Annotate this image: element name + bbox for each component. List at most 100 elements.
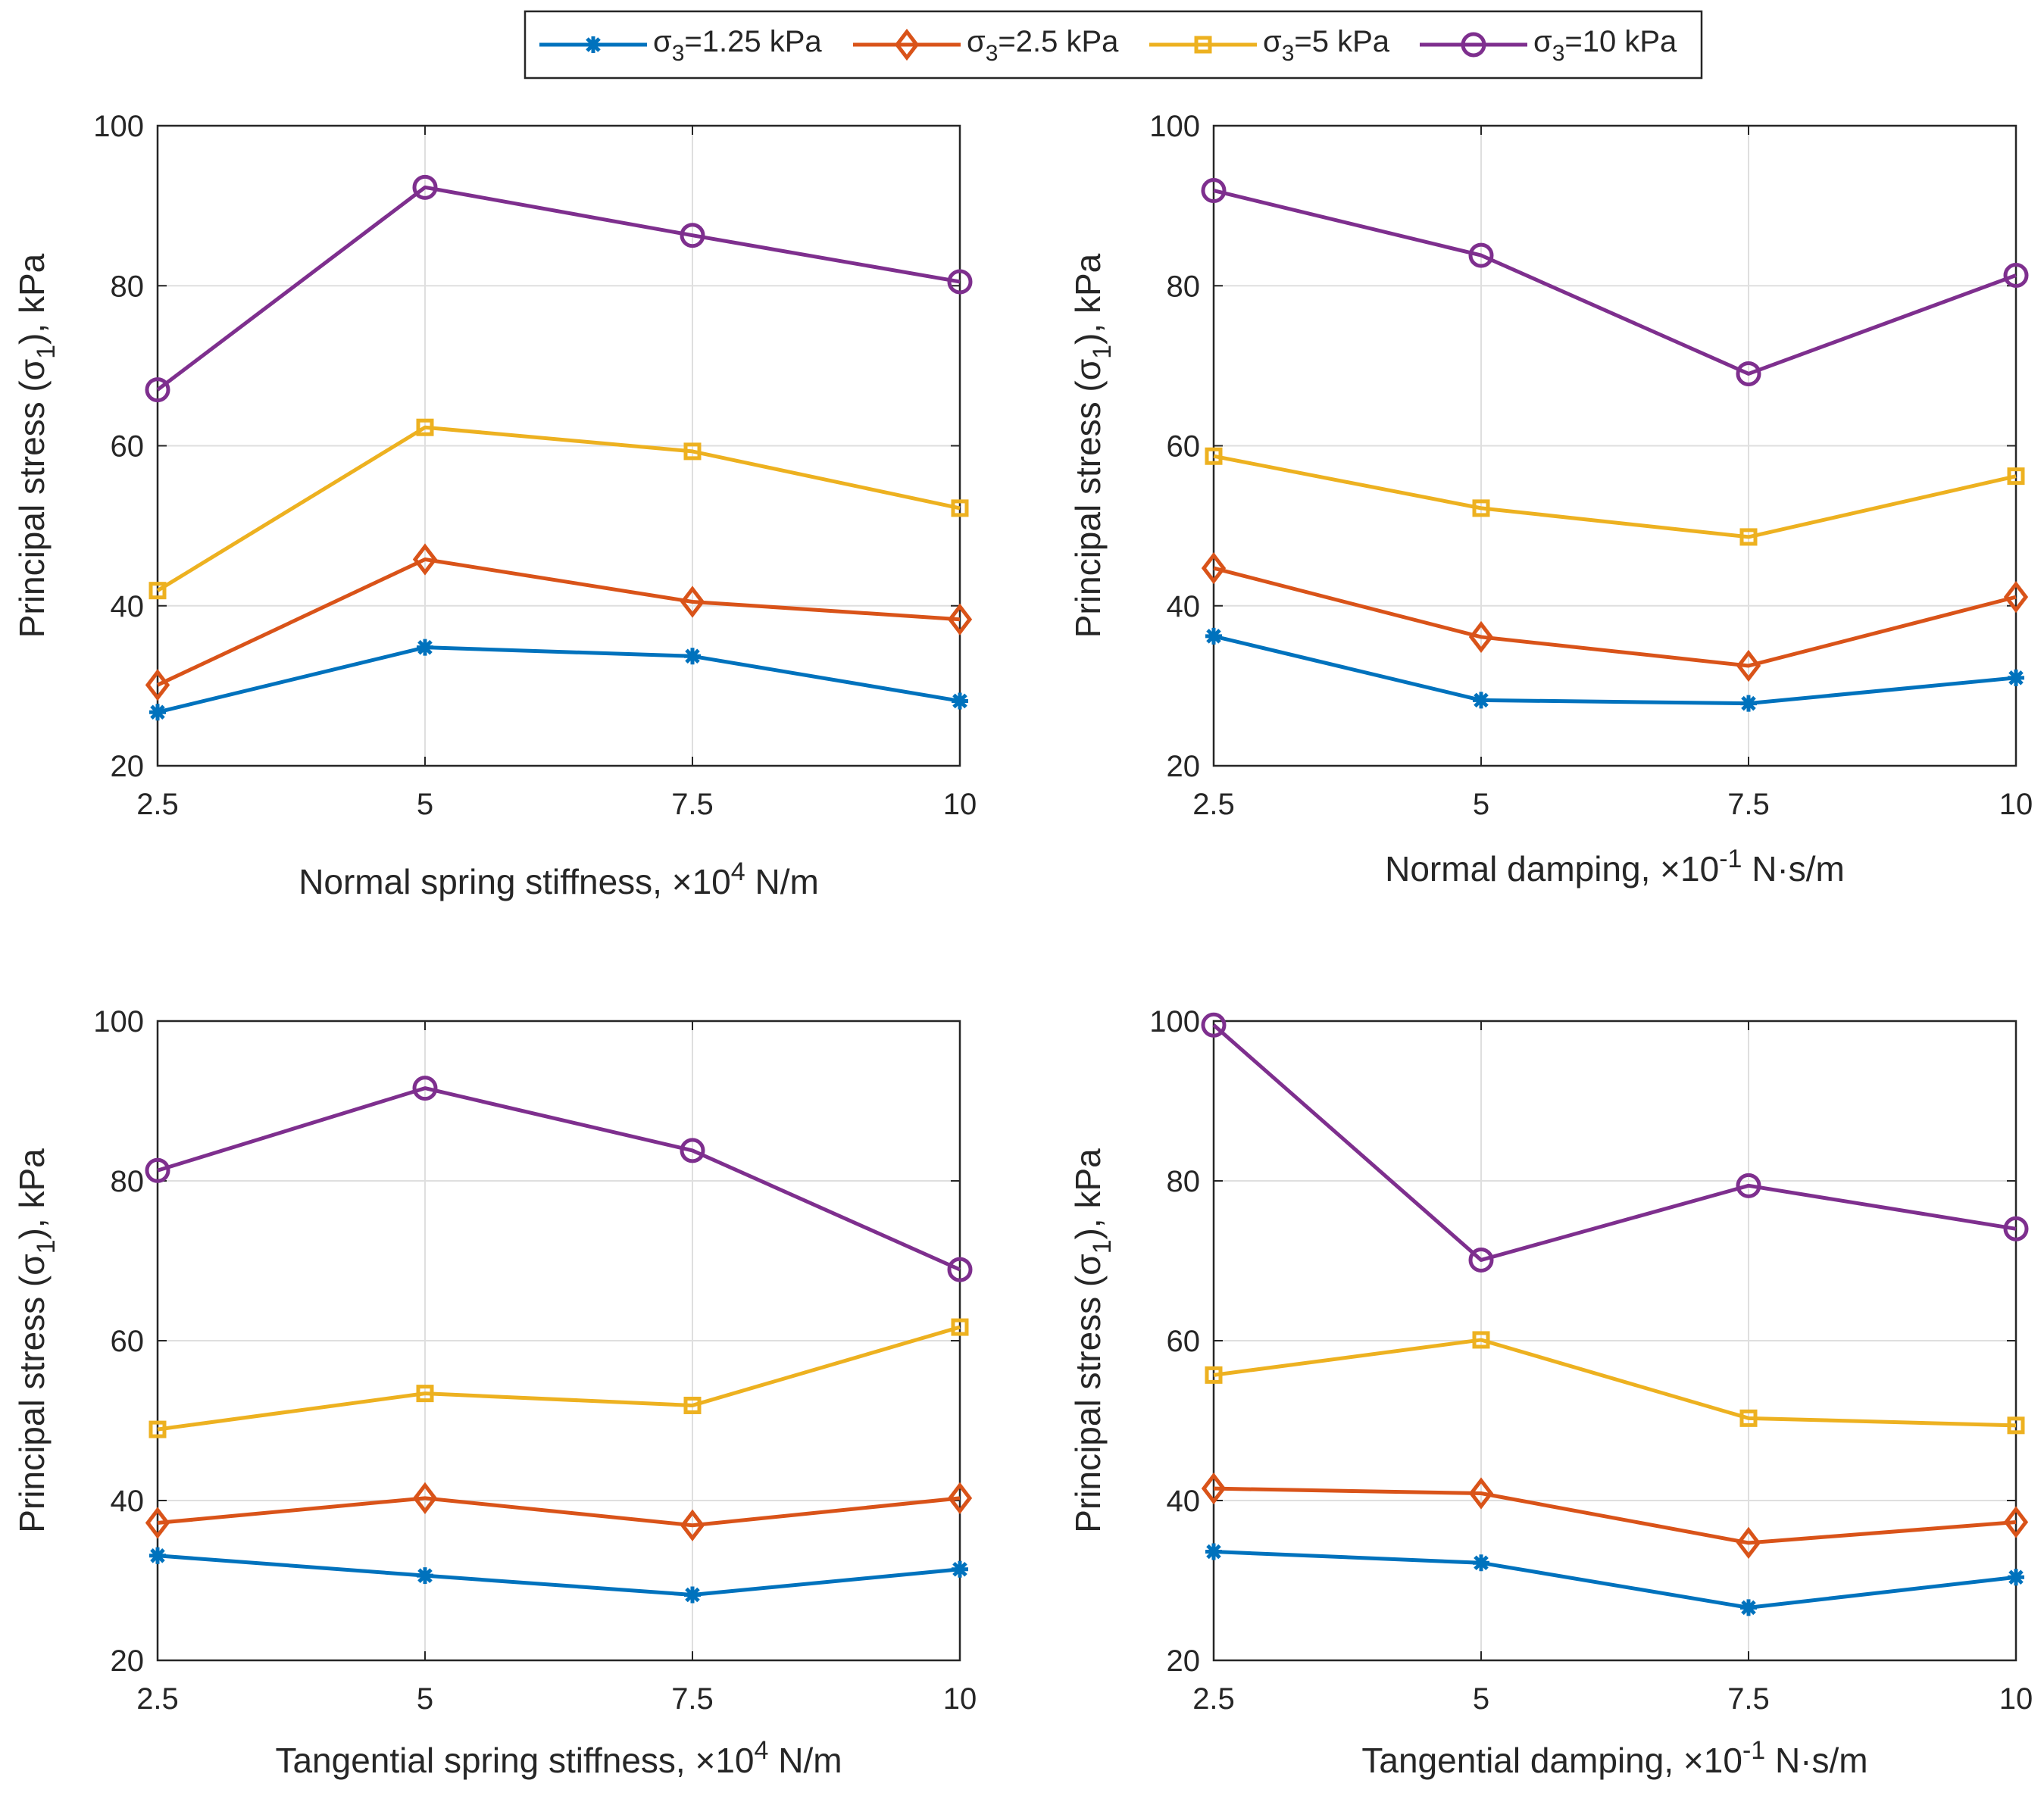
data-point (1740, 1599, 1757, 1616)
data-point (1201, 178, 1227, 204)
data-point (1736, 649, 1761, 682)
legend-entry-2: σ3=2.5 kPa (853, 25, 1119, 66)
y-tick-label: 60 (1167, 430, 1201, 464)
x-tick-label: 7.5 (671, 788, 714, 821)
y-tick-label: 100 (1149, 110, 1200, 143)
data-point (149, 704, 166, 721)
data-point (1468, 242, 1494, 268)
data-point (680, 1509, 705, 1541)
data-point (1740, 695, 1757, 712)
series-2 (145, 543, 973, 701)
series-line (156, 185, 961, 392)
data-point (683, 442, 702, 461)
legend-entry-3: σ3=5 kPa (1149, 25, 1390, 66)
data-point (412, 1482, 438, 1514)
data-point (412, 174, 438, 200)
data-point (1736, 1526, 1761, 1560)
x-tick-label: 10 (1999, 788, 2033, 821)
data-point (412, 543, 438, 576)
legend-label: σ3=1.25 kPa (653, 25, 822, 66)
data-point (2007, 1416, 2025, 1435)
x-tick-label: 5 (417, 1682, 433, 1716)
data-point (416, 1385, 434, 1403)
series-line (157, 1496, 961, 1528)
data-point (1468, 1477, 1494, 1510)
data-point (2003, 263, 2029, 289)
series-1 (1205, 627, 2024, 712)
series-line (1213, 566, 2017, 668)
data-point (1201, 551, 1227, 585)
subplot-1: 2.5 5 7.5 10 20 40 60 80 100 Normal spring stiffn… (12, 110, 977, 901)
series-line (157, 645, 961, 714)
data-point (1205, 447, 1223, 465)
series-1 (149, 639, 968, 721)
x-tick-label: 10 (1999, 1682, 2033, 1716)
series-2 (1201, 551, 2029, 682)
data-point (947, 269, 973, 295)
legend-label: σ3=2.5 kPa (967, 25, 1119, 66)
subplot-3: 2.5 5 7.5 10 20 40 60 80 100 Tangential spring st… (12, 1005, 977, 1780)
y-tick-label: 20 (111, 750, 145, 783)
data-point (148, 582, 167, 600)
y-tick-label: 60 (1167, 1325, 1201, 1358)
data-point (145, 669, 170, 701)
data-point (2003, 581, 2029, 614)
y-tick-label: 80 (1167, 1165, 1201, 1198)
data-point (684, 1586, 701, 1604)
data-point (412, 1076, 438, 1101)
data-point (1739, 528, 1758, 546)
y-tick-label: 40 (1167, 1485, 1201, 1518)
data-point (1201, 1012, 1227, 1038)
data-point (2008, 1569, 2024, 1586)
x-tick-label: 5 (1473, 788, 1489, 821)
legend: σ3=1.25 kPa σ3=2.5 kPa σ3=5 kPa σ3=10 kPa (524, 10, 1703, 80)
data-point (145, 377, 170, 403)
series-line (157, 1325, 961, 1432)
axes-box (1212, 124, 2017, 767)
data-point (680, 1138, 705, 1163)
data-point (680, 586, 705, 618)
y-axis-label: Principal stress (σ1), kPa (1068, 253, 1117, 638)
data-point (952, 1560, 968, 1578)
data-point (947, 603, 973, 636)
data-point (952, 692, 968, 710)
legend-marker (894, 28, 920, 61)
data-point (1201, 1473, 1227, 1505)
x-axis-label: Normal damping, ×10-1 N·s/m (1385, 845, 1845, 889)
data-point (1205, 1543, 1222, 1560)
data-point (417, 1567, 433, 1585)
series-2 (145, 1482, 973, 1541)
series-line (157, 1086, 961, 1272)
series-4 (145, 1076, 973, 1282)
data-point (947, 1257, 973, 1282)
data-point (2003, 1216, 2029, 1241)
subplot-4: 2.5 5 7.5 10 20 40 60 80 100 Tangential damping, … (1068, 1005, 2033, 1780)
data-point (416, 418, 434, 436)
data-point (1736, 1173, 1761, 1198)
legend-label: σ3=10 kPa (1533, 25, 1677, 66)
series-2 (1201, 1473, 2029, 1560)
data-point (947, 1482, 973, 1514)
data-point (684, 648, 701, 665)
data-point (148, 1420, 167, 1438)
series-line (1213, 1338, 2017, 1428)
series-4 (1201, 1012, 2029, 1273)
y-tick-label: 40 (111, 1485, 145, 1518)
axes-box (156, 1020, 961, 1662)
y-tick-label: 100 (93, 1005, 144, 1038)
data-point (683, 1396, 702, 1414)
data-point (1468, 620, 1494, 654)
series-3 (1205, 447, 2025, 546)
y-tick-label: 60 (111, 1325, 145, 1358)
data-point (1472, 499, 1490, 517)
x-tick-label: 7.5 (1727, 788, 1770, 821)
data-point (145, 1507, 170, 1539)
x-tick-label: 5 (1473, 1682, 1489, 1716)
data-point (2008, 669, 2024, 686)
y-tick-label: 40 (111, 590, 145, 623)
legend-entry-4: σ3=10 kPa (1420, 25, 1677, 66)
data-point (951, 499, 969, 517)
x-tick-label: 2.5 (1192, 788, 1235, 821)
y-tick-label: 80 (111, 1165, 145, 1198)
